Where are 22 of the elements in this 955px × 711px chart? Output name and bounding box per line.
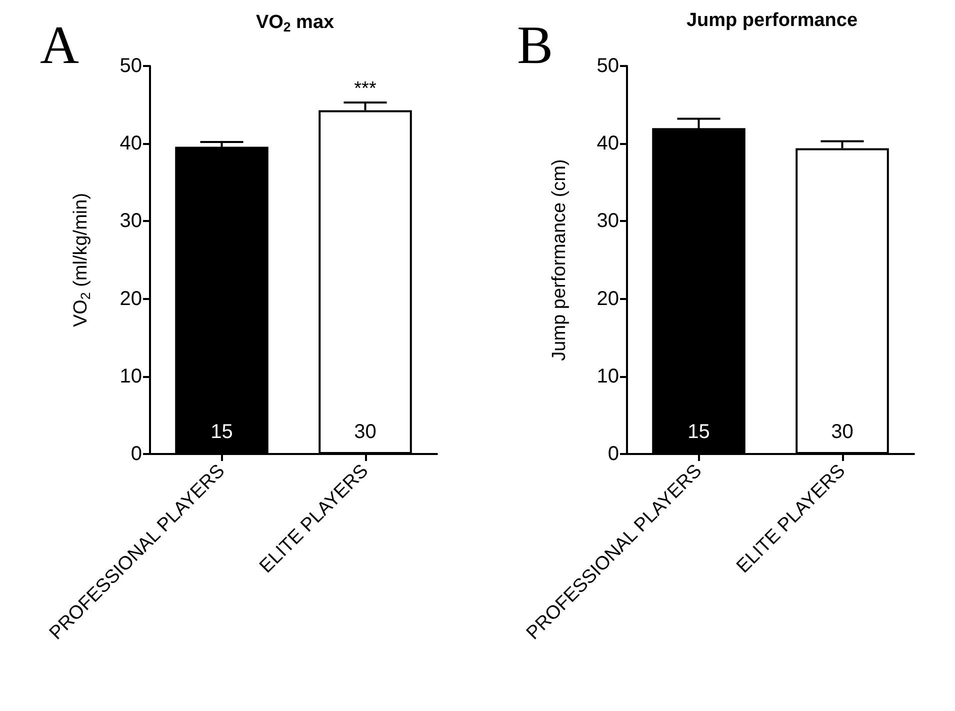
y-tick-label: 40 [120, 132, 142, 155]
y-tick-label: 30 [596, 210, 619, 232]
y-tick-label: 50 [596, 55, 619, 77]
annotation: 30 [354, 421, 376, 443]
y-tick-label: 40 [596, 132, 619, 155]
annotation: 15 [688, 421, 710, 443]
y-tick-label: 20 [596, 288, 619, 310]
y-axis-title: Jump performance (cm) [549, 159, 570, 361]
chart-title: Jump performance [686, 10, 858, 31]
y-axis-title: VO2 (ml/kg/min) [70, 192, 93, 328]
y-tick-label: 20 [120, 288, 142, 310]
text: B [517, 15, 554, 75]
y-tick-label: 0 [130, 443, 142, 465]
y-tick-label: 50 [120, 55, 142, 77]
annotation: 30 [831, 421, 854, 443]
y-tick-label: 30 [120, 210, 142, 232]
text: A [40, 15, 79, 75]
annotation: 15 [210, 421, 233, 443]
y-tick-label: 0 [608, 443, 619, 465]
y-tick-label: 10 [596, 365, 619, 388]
annotation: *** [354, 78, 377, 100]
y-tick-label: 10 [120, 365, 142, 388]
